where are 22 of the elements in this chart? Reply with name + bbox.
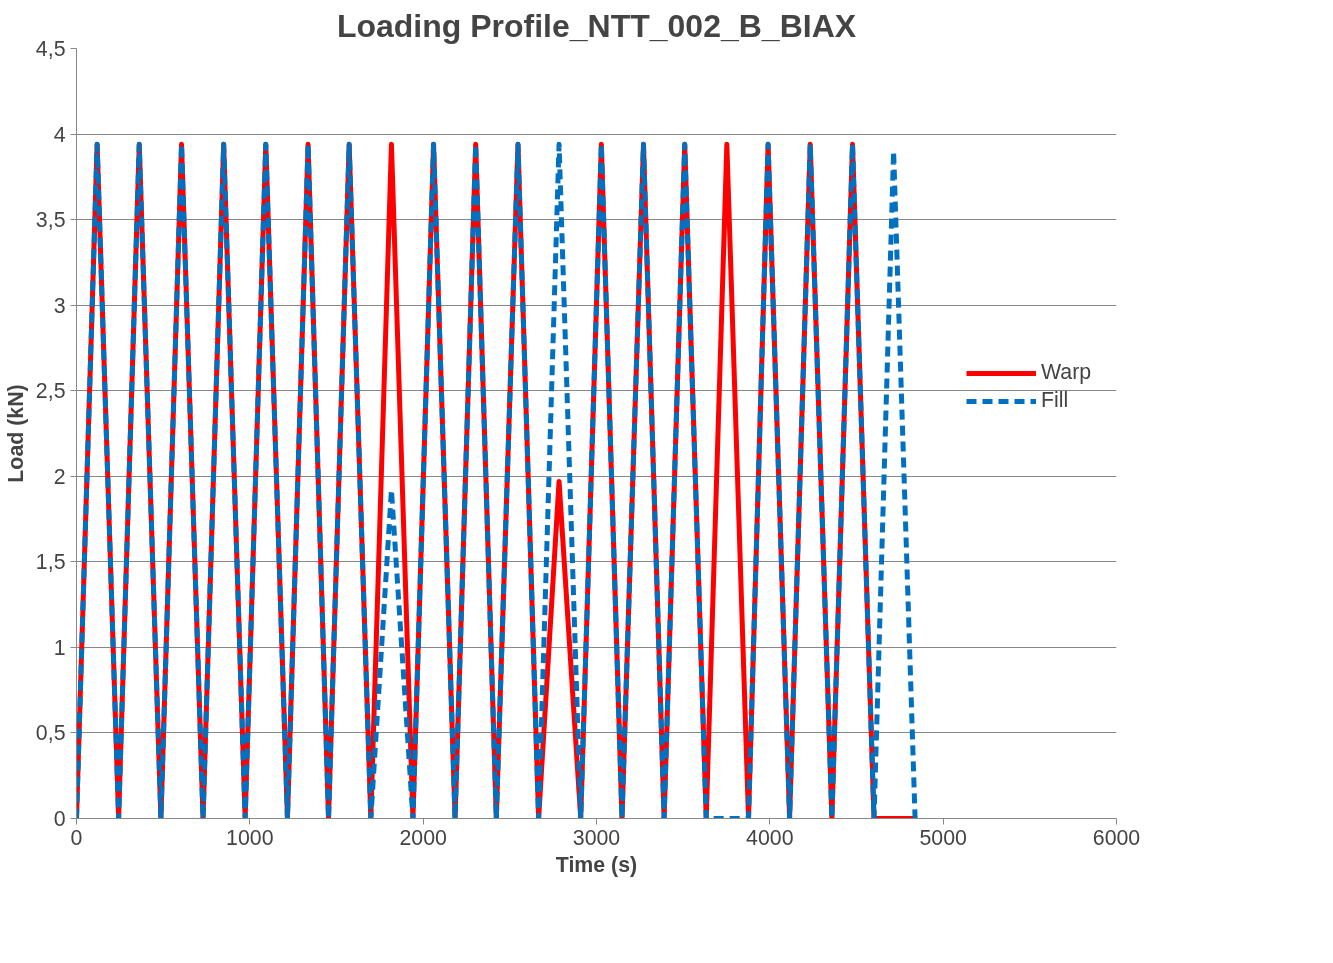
y-tick-label: 2,5	[35, 379, 66, 404]
y-tick-label: 0,5	[35, 721, 66, 746]
y-tick-label: 1	[53, 635, 66, 660]
legend-label: Fill	[1041, 388, 1069, 413]
x-tick-label: 0	[70, 825, 83, 850]
y-tick-label: 1,5	[35, 550, 66, 575]
y-tick-label: 0	[53, 807, 66, 831]
y-tick-label: 2	[53, 464, 66, 489]
x-tick-label: 6000	[1092, 825, 1141, 850]
x-axis-title: Time (s)	[555, 852, 638, 877]
y-tick-label: 3	[53, 293, 66, 318]
x-tick-label: 2000	[399, 825, 448, 850]
chart-title: Loading Profile_NTT_002_B_BIAX	[336, 7, 857, 44]
y-tick-label: 4,5	[35, 37, 66, 61]
x-tick-label: 3000	[572, 825, 621, 850]
x-tick-label: 5000	[919, 825, 968, 850]
y-tick-label: 4	[53, 122, 66, 147]
x-tick-label: 1000	[226, 825, 274, 850]
legend-label: Warp	[1041, 360, 1092, 385]
x-tick-label: 4000	[746, 825, 794, 850]
y-axis-title: Load (kN)	[3, 384, 28, 483]
y-tick-label: 3,5	[35, 208, 66, 233]
